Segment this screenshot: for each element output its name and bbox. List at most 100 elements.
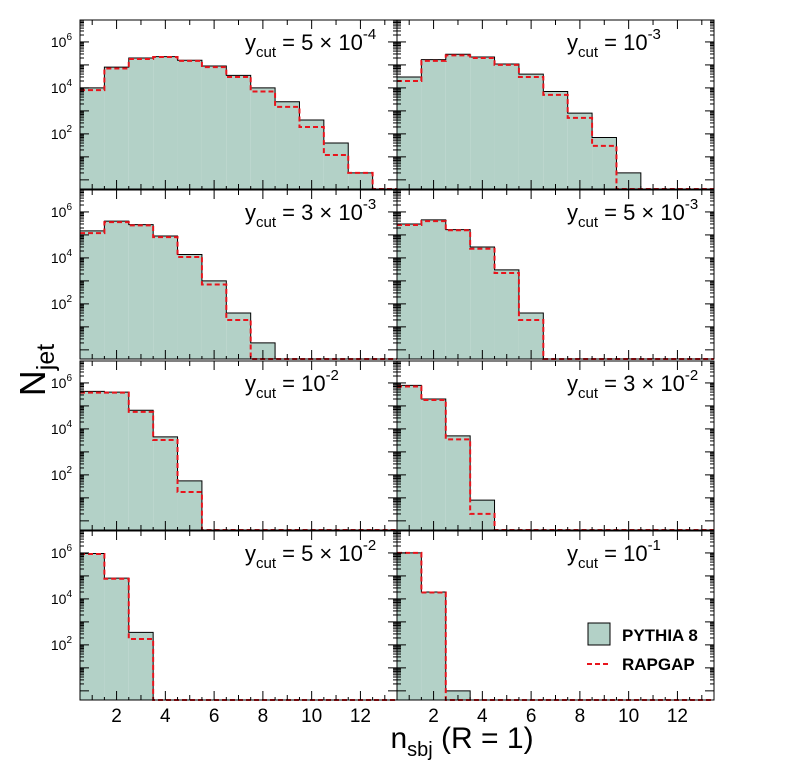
x-tick-label: 4 xyxy=(160,706,171,727)
y-tick-label: 104 xyxy=(51,248,73,266)
pythia8-bar xyxy=(470,246,495,359)
axes-labels-layer: Njet nsbj (R = 1) xyxy=(12,344,534,761)
x-tick-label: 12 xyxy=(667,706,688,727)
y-tick-label: 104 xyxy=(51,589,73,607)
panel-8: 2 4 6 8 10 12 ycut = 10-1 xyxy=(396,530,715,727)
pythia8-bar xyxy=(567,113,593,189)
x-axis-label-sub: sbj xyxy=(407,739,433,761)
pythia8-bar xyxy=(421,591,446,700)
pythia8-bar xyxy=(397,385,422,530)
pythia8-bar xyxy=(128,58,154,189)
y-axis-label-sub: jet xyxy=(32,344,60,371)
pythia8-bar xyxy=(445,229,471,359)
panel-label: ycut = 10-2 xyxy=(245,367,339,402)
pythia8-bar xyxy=(104,67,129,189)
pythia8-bar xyxy=(226,75,251,189)
panel-1: 102 104 106 ycut = 5 × 10-4 xyxy=(51,19,398,190)
pythia8-bar xyxy=(494,269,519,359)
legend: PYTHIA 8 RAPGAP xyxy=(587,622,698,674)
pythia8-bar xyxy=(80,87,105,189)
y-tick-label: 106 xyxy=(51,543,73,561)
panel-5: 102 104 106 ycut = 10-2 xyxy=(51,360,398,531)
y-tick-label: 106 xyxy=(51,202,73,220)
pythia8-bar xyxy=(445,54,471,190)
panel-label: ycut = 5 × 10-4 xyxy=(245,26,376,61)
panel-6: ycut = 3 × 10-2 xyxy=(396,360,715,531)
pythia8-bar xyxy=(80,391,105,530)
pythia8-bar xyxy=(275,101,300,189)
pythia8-bar xyxy=(153,436,178,530)
panel-label: ycut = 10-3 xyxy=(567,26,661,61)
legend-label-rapgap: RAPGAP xyxy=(622,655,695,674)
y-tick-label: 102 xyxy=(51,465,73,483)
pythia8-bar xyxy=(397,223,422,359)
pythia8-bar xyxy=(543,91,568,189)
x-tick-label: 12 xyxy=(350,706,371,727)
pythia8-bar xyxy=(470,57,495,189)
rapgap-line xyxy=(80,221,397,360)
x-tick-label: 6 xyxy=(526,706,537,727)
pythia8-bar xyxy=(153,56,178,189)
pythia8-bar xyxy=(104,578,129,700)
pythia8-bar xyxy=(397,76,422,189)
pythia8-bar xyxy=(177,254,202,359)
panel-label: ycut = 3 × 10-3 xyxy=(245,196,376,231)
x-tick-label: 8 xyxy=(575,706,586,727)
rapgap-line xyxy=(80,56,397,190)
x-tick-label: 2 xyxy=(111,706,122,727)
pythia8-bar xyxy=(445,435,471,530)
panel-2: ycut = 10-3 xyxy=(396,19,715,190)
pythia8-bar xyxy=(518,74,544,189)
pythia8-bar xyxy=(128,410,154,530)
x-tick-label: 8 xyxy=(258,706,269,727)
y-tick-label: 102 xyxy=(51,635,73,653)
x-tick-label: 4 xyxy=(477,706,488,727)
y-tick-label: 104 xyxy=(51,419,73,437)
pythia8-bar xyxy=(80,230,105,359)
panel-background xyxy=(397,531,714,700)
y-tick-label: 106 xyxy=(51,373,73,391)
x-axis-label: nsbj (R = 1) xyxy=(390,722,533,761)
legend-label-pythia8: PYTHIA 8 xyxy=(622,626,698,645)
pythia8-bar xyxy=(201,280,227,359)
pythia8-outline xyxy=(80,56,397,190)
pythia8-bar xyxy=(104,221,129,359)
y-axis-label: Njet xyxy=(12,344,60,396)
pythia8-bar xyxy=(494,63,519,189)
pythia8-bar xyxy=(177,60,202,189)
y-tick-label: 102 xyxy=(51,124,73,142)
panel-3: 102 104 106 ycut = 3 × 10-3 xyxy=(51,189,398,360)
rapgap-line xyxy=(397,385,714,531)
pythia8-bar xyxy=(128,632,154,700)
x-tick-label: 6 xyxy=(209,706,220,727)
panel-7: 102 104 106 2 4 6 8 10 12 ycut = 5 × 10-2 xyxy=(51,530,398,727)
y-tick-label: 106 xyxy=(51,32,73,50)
panel-4: ycut = 5 × 10-3 xyxy=(396,189,715,360)
pythia8-bar xyxy=(201,65,227,189)
pythia8-bar xyxy=(104,392,129,530)
panel-label: ycut = 5 × 10-2 xyxy=(245,537,376,572)
x-tick-label: 2 xyxy=(428,706,439,727)
pythia8-bar xyxy=(153,235,178,359)
pythia8-bar xyxy=(128,224,154,359)
pythia8-bar xyxy=(323,143,349,189)
panel-label: ycut = 3 × 10-2 xyxy=(567,367,698,402)
panel-label: ycut = 10-1 xyxy=(567,537,661,572)
y-tick-label: 104 xyxy=(51,78,73,96)
pythia8-bar xyxy=(421,399,446,530)
pythia8-bar xyxy=(397,552,422,700)
pythia8-bar xyxy=(421,59,446,189)
rapgap-line xyxy=(397,220,714,360)
panel-label: ycut = 5 × 10-3 xyxy=(567,196,698,231)
pythia8-bar xyxy=(421,219,446,359)
pythia8-bar xyxy=(80,553,105,700)
pythia8-bar xyxy=(177,480,202,530)
x-tick-label: 10 xyxy=(301,706,322,727)
x-axis-label-suffix: (R = 1) xyxy=(433,722,534,755)
pythia8-bar xyxy=(299,120,324,189)
x-tick-label: 10 xyxy=(618,706,639,727)
pythia8-bar xyxy=(250,87,276,189)
legend-swatch-pythia8 xyxy=(587,622,611,646)
